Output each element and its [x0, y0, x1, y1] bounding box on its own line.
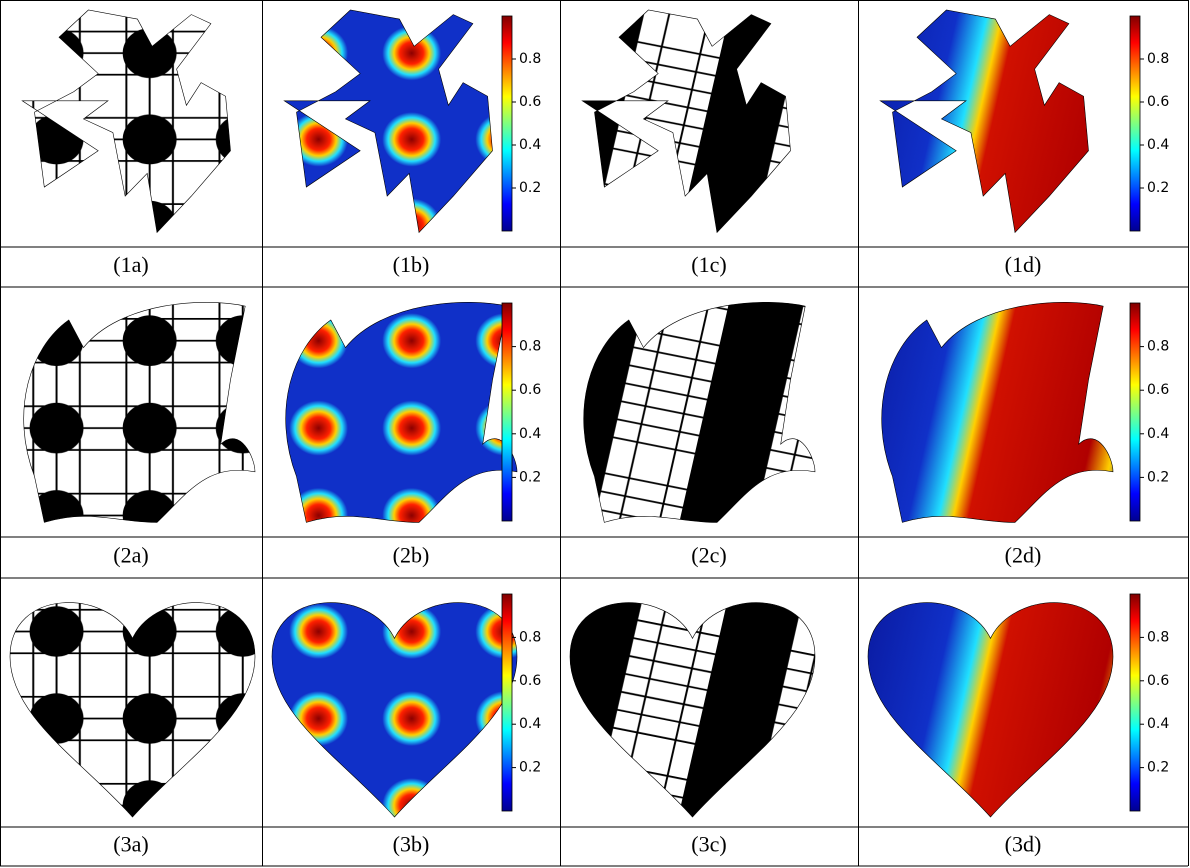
- colorbar-tick-label: 0.8: [519, 51, 541, 67]
- panel-image: [272, 603, 517, 817]
- colorbar-tick-label: 0.4: [1147, 716, 1169, 732]
- colorbar-tick-label: 0.6: [519, 673, 541, 689]
- colorbar-tick-label: 0.6: [1147, 382, 1169, 398]
- caption: (2d): [1005, 543, 1042, 568]
- shape: [10, 603, 255, 817]
- colorbar-tick-label: 0.6: [1147, 94, 1169, 110]
- colorbar-tick-label: 0.4: [519, 426, 541, 442]
- shape: [882, 302, 1113, 522]
- colorbar-tick-label: 0.4: [519, 716, 541, 732]
- colorbar-tick-label: 0.2: [1147, 180, 1169, 196]
- caption: (3d): [1005, 832, 1042, 857]
- colorbar-tick-label: 0.8: [519, 629, 541, 645]
- panel-image: [582, 10, 790, 232]
- colorbar-tick-label: 0.4: [1147, 137, 1169, 153]
- caption: (2b): [393, 543, 430, 568]
- colorbar: [502, 16, 512, 231]
- figure: (1a) 0.2 0.4 0.6 0.8 (1b) (1c) 0.2 0.4 0.6 0.8 (1d)…: [0, 0, 1190, 868]
- panel-image: [868, 603, 1113, 817]
- panel-image: [882, 302, 1113, 522]
- panel-image: [22, 10, 230, 232]
- colorbar-tick-label: 0.2: [1147, 760, 1169, 776]
- colorbar-tick-label: 0.4: [519, 137, 541, 153]
- panel-image: [10, 603, 255, 817]
- shape: [24, 302, 255, 522]
- panel-image: [570, 603, 815, 817]
- shape: [880, 10, 1088, 232]
- colorbar: [1130, 594, 1140, 811]
- panel-image: [880, 10, 1088, 232]
- caption: (3c): [691, 832, 726, 857]
- panel-image: [284, 10, 492, 232]
- caption: (1c): [691, 252, 726, 277]
- shape: [570, 603, 815, 817]
- caption: (1d): [1005, 252, 1042, 277]
- colorbar: [502, 594, 512, 811]
- caption: (2a): [113, 543, 148, 568]
- shape: [284, 10, 492, 232]
- colorbar: [1130, 303, 1140, 521]
- colorbar-tick-label: 0.8: [1147, 51, 1169, 67]
- caption: (1b): [393, 252, 430, 277]
- colorbar-tick-label: 0.6: [519, 94, 541, 110]
- caption: (3a): [113, 832, 148, 857]
- shape: [868, 603, 1113, 817]
- panel-image: [24, 302, 255, 522]
- shape: [584, 302, 815, 522]
- colorbar: [502, 303, 512, 521]
- shape: [22, 10, 230, 232]
- shape: [582, 10, 790, 232]
- shape: [286, 302, 517, 522]
- colorbar-tick-label: 0.6: [519, 382, 541, 398]
- panel-image: [584, 302, 815, 522]
- shape: [272, 603, 517, 817]
- caption: (2c): [691, 543, 726, 568]
- colorbar-tick-label: 0.2: [519, 760, 541, 776]
- colorbar-tick-label: 0.2: [519, 180, 541, 196]
- caption: (1a): [113, 252, 148, 277]
- panel-image: [286, 302, 517, 522]
- colorbar-tick-label: 0.8: [519, 339, 541, 355]
- caption: (3b): [393, 832, 430, 857]
- colorbar-tick-label: 0.2: [519, 469, 541, 485]
- colorbar-tick-label: 0.2: [1147, 469, 1169, 485]
- colorbar: [1130, 16, 1140, 231]
- colorbar-tick-label: 0.4: [1147, 426, 1169, 442]
- colorbar-tick-label: 0.8: [1147, 339, 1169, 355]
- colorbar-tick-label: 0.6: [1147, 673, 1169, 689]
- colorbar-tick-label: 0.8: [1147, 629, 1169, 645]
